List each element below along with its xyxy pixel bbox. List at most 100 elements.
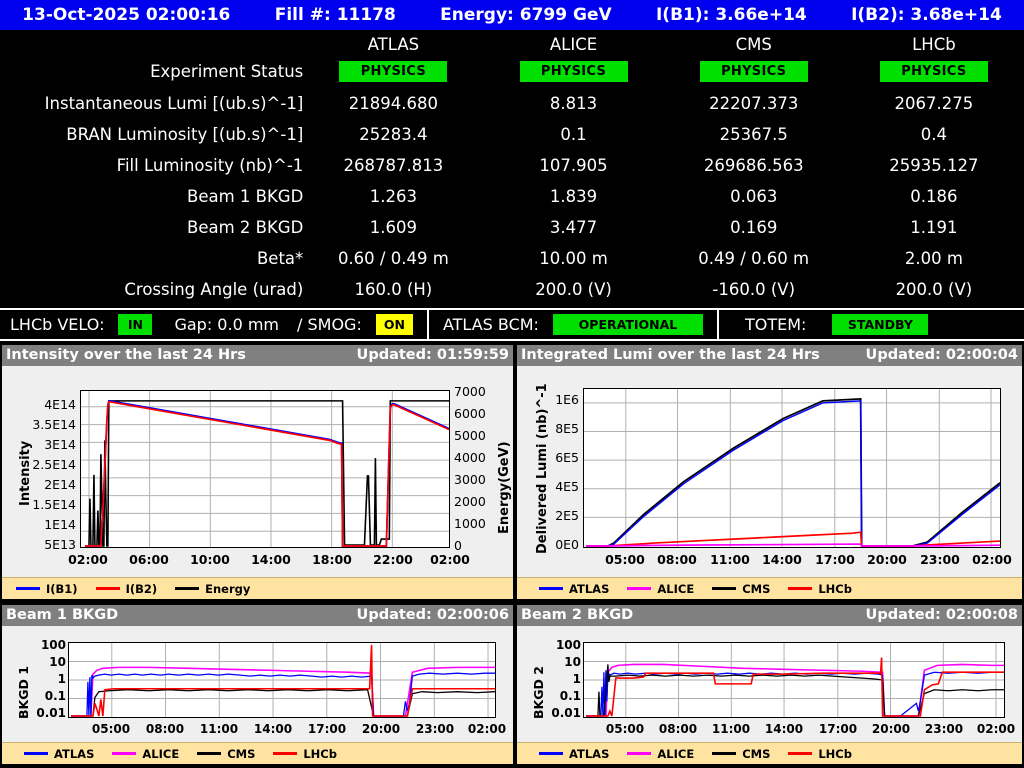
panel-bkgd1-body[interactable]: BKGD 1 100 10 1 0.1 0.01 <box>2 626 513 742</box>
header-intensity-b2: I(B2): 3.68e+14 <box>851 5 1002 25</box>
lumi-legend: ATLAS ALICE CMS LHCb <box>517 577 1022 599</box>
column-header-alice: ALICE <box>549 35 598 54</box>
bkgd2-legend: ATLAS ALICE CMS LHCb <box>517 742 1022 764</box>
lumi-ytick: 4E5 <box>555 479 579 494</box>
table-row-beam1-bkgd: Beam 1 BKGD 1.263 1.839 0.063 0.186 <box>0 181 1024 212</box>
panel-bkgd1-title: Beam 1 BKGD <box>6 607 119 623</box>
legend-item-alice: ALICE <box>627 747 694 761</box>
intensity-xtick: 14:00 <box>251 552 291 567</box>
smog-label: / SMOG: <box>297 315 362 334</box>
bkgd2-xtick: 11:00 <box>711 722 751 736</box>
panel-bkgd2-titlebar: Beam 2 BKGD Updated: 02:00:08 <box>517 605 1022 626</box>
bkgd1-xtick: 11:00 <box>199 722 239 736</box>
bkgd2-plot-area[interactable] <box>583 642 1005 718</box>
velo-label: LHCb VELO: <box>10 315 105 334</box>
intensity-xtick: 02:00 <box>68 552 108 567</box>
legend-swatch-blue <box>539 752 563 755</box>
legend-swatch-red <box>273 752 298 755</box>
bkgd1-ytick: 1 <box>57 672 66 686</box>
intensity-y2tick: 4000 <box>454 450 486 465</box>
legend-item-lhcb: LHCb <box>788 747 852 761</box>
legend-swatch-blue <box>16 587 40 590</box>
intensity-ytick: 4E14 <box>44 397 76 412</box>
legend-item-lhcb: LHCb <box>788 582 852 596</box>
legend-label: CMS <box>742 581 771 596</box>
panel-bkgd1-updated: Updated: 02:00:06 <box>356 607 509 623</box>
cell-value: 0.186 <box>910 187 958 206</box>
intensity-xtick: 02:00 <box>430 552 470 567</box>
panel-lumi-title: Integrated Lumi over the last 24 Hrs <box>521 347 820 363</box>
cell-value: 3.477 <box>549 218 598 237</box>
totem-label: TOTEM: <box>744 315 807 334</box>
bkgd2-xtick: 05:00 <box>605 722 645 736</box>
intensity-y2tick: 3000 <box>454 472 486 487</box>
intensity-ytick: 1.5E14 <box>32 497 76 512</box>
cell-value: 25935.127 <box>889 156 979 175</box>
panel-integrated-lumi: Integrated Lumi over the last 24 Hrs Upd… <box>515 343 1024 601</box>
velo-status-group: LHCb VELO: IN Gap: 0.0 mm / SMOG: ON <box>0 310 427 339</box>
panel-lumi-titlebar: Integrated Lumi over the last 24 Hrs Upd… <box>517 345 1022 366</box>
table-row-instantaneous-lumi: Instantaneous Lumi [(ub.s)^-1] 21894.680… <box>0 88 1024 119</box>
intensity-ytick: 3.5E14 <box>32 417 76 432</box>
cell-value: 200.0 (V) <box>895 280 973 299</box>
cell-value: 21894.680 <box>348 94 438 113</box>
lumi-xtick: 02:00 <box>972 552 1012 567</box>
legend-item-alice: ALICE <box>112 747 179 761</box>
bkgd2-xtick: 20:00 <box>871 722 911 736</box>
cell-value: 269686.563 <box>703 156 804 175</box>
bkgd2-ytick: 100 <box>555 638 581 652</box>
lumi-xtick: 05:00 <box>605 552 645 567</box>
legend-item-ib2: I(B2) <box>95 582 157 596</box>
panel-beam1-bkgd: Beam 1 BKGD Updated: 02:00:06 BKGD 1 100… <box>0 603 515 766</box>
lumi-xtick: 17:00 <box>815 552 855 567</box>
cell-value: 1.609 <box>369 218 417 237</box>
bkgd1-xtick: 20:00 <box>361 722 401 736</box>
legend-item-lhcb: LHCb <box>273 747 337 761</box>
panel-bkgd2-body[interactable]: BKGD 2 100 10 1 0.1 0.01 <box>517 626 1022 742</box>
header-intensity-b1: I(B1): 3.66e+14 <box>655 5 807 25</box>
cell-value: 1.263 <box>369 187 417 206</box>
lumi-xtick: 23:00 <box>920 552 960 567</box>
cell-value: 200.0 (V) <box>535 280 612 299</box>
totem-state-badge: STANDBY <box>832 314 929 335</box>
table-header-row: ATLAS ALICE CMS LHCb <box>0 34 1024 54</box>
lumi-ytick: 6E5 <box>555 450 579 465</box>
legend-label: ALICE <box>142 746 180 761</box>
bkgd1-xtick: 05:00 <box>91 722 131 736</box>
bkgd2-xtick: 08:00 <box>658 722 698 736</box>
intensity-plot-area[interactable] <box>80 390 450 548</box>
intensity-y2tick: 7000 <box>454 384 486 399</box>
cell-value: 268787.813 <box>343 156 444 175</box>
header-energy: Energy: 6799 GeV <box>440 5 612 25</box>
legend-swatch-blue <box>539 587 563 590</box>
panel-lumi-body[interactable]: Delivered Lumi (nb)^-1 1E6 8E5 6E5 4E5 2… <box>517 366 1022 577</box>
lumi-xtick: 08:00 <box>657 552 697 567</box>
panel-intensity-body[interactable]: Intensity Energy(GeV) 4E14 3.5E14 3E14 2… <box>2 366 513 577</box>
lumi-ytick: 1E6 <box>555 392 579 407</box>
legend-item-atlas: ATLAS <box>24 747 94 761</box>
legend-item-atlas: ATLAS <box>539 582 609 596</box>
atlas-bcm-group: ATLAS BCM: OPERATIONAL <box>429 310 717 339</box>
cell-value: 22207.373 <box>709 94 799 113</box>
cell-value: 8.813 <box>549 94 598 113</box>
legend-swatch-magenta <box>627 752 652 755</box>
legend-label: ATLAS <box>569 581 610 596</box>
cell-value: 0.063 <box>730 187 778 206</box>
cell-value: 10.00 m <box>539 249 608 268</box>
bkgd1-xtick: 02:00 <box>467 722 507 736</box>
intensity-ytick: 2.5E14 <box>32 457 76 472</box>
cell-value: 25283.4 <box>359 125 428 144</box>
table-row-crossing-angle: Crossing Angle (urad) 160.0 (H) 200.0 (V… <box>0 274 1024 305</box>
row-label: Beta* <box>256 249 304 268</box>
legend-item-ib1: I(B1) <box>16 582 78 596</box>
bkgd2-ytick: 0.1 <box>559 689 581 703</box>
legend-label: CMS <box>227 746 256 761</box>
intensity-ytick: 2E14 <box>44 477 76 492</box>
status-header-bar: 13-Oct-2025 02:00:16 Fill #: 11178 Energ… <box>0 0 1024 32</box>
legend-swatch-magenta <box>627 587 652 590</box>
velo-gap-label: Gap: 0.0 mm <box>174 315 280 334</box>
lumi-plot-area[interactable] <box>583 388 1001 548</box>
panel-intensity-updated: Updated: 01:59:59 <box>356 347 509 363</box>
totem-group: TOTEM: STANDBY <box>719 310 942 339</box>
bkgd1-plot-area[interactable] <box>68 642 496 718</box>
